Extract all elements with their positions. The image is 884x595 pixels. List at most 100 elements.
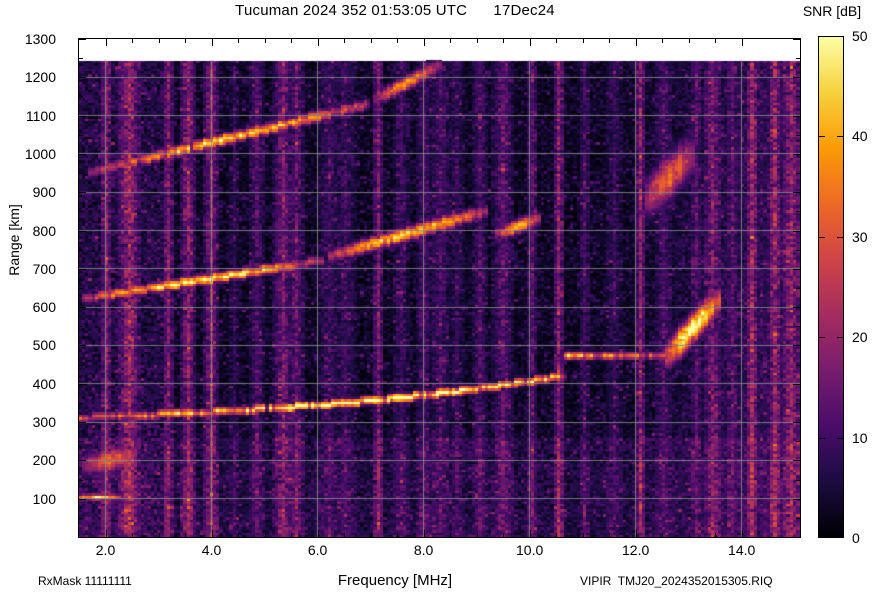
y-minor-tick xyxy=(796,364,800,366)
colorbar-tick-mark xyxy=(819,236,825,238)
y-tick-mark xyxy=(79,192,86,194)
x-minor-tick xyxy=(556,39,558,43)
page-title: Tucuman 2024 352 01:53:05 UTC 17Dec24 xyxy=(235,2,555,19)
y-tick-mark xyxy=(793,77,800,79)
x-minor-tick xyxy=(185,533,187,537)
y-tick-mark xyxy=(79,77,86,79)
x-minor-tick xyxy=(132,533,133,537)
x-tick-mark xyxy=(635,530,637,537)
y-minor-tick xyxy=(79,441,83,443)
x-tick-mark xyxy=(423,530,425,537)
y-minor-tick xyxy=(796,249,800,251)
y-minor-tick xyxy=(79,96,83,98)
x-minor-tick xyxy=(450,533,452,537)
x-tick-label: 14.0 xyxy=(728,542,756,558)
y-tick-label: 900 xyxy=(32,184,56,201)
x-minor-tick xyxy=(688,533,690,537)
y-minor-tick xyxy=(796,173,800,175)
x-tick-label: 2.0 xyxy=(95,542,116,558)
y-tick-mark xyxy=(793,422,800,424)
y-tick-mark xyxy=(79,460,86,462)
x-tick-mark xyxy=(423,39,425,46)
y-tick-mark xyxy=(79,153,86,155)
y-tick-mark xyxy=(793,307,800,309)
y-tick-label: 1200 xyxy=(24,69,56,86)
y-tick-mark xyxy=(793,115,800,117)
x-minor-tick xyxy=(503,533,505,537)
x-minor-tick xyxy=(503,39,505,43)
x-minor-tick xyxy=(450,39,452,43)
x-minor-tick xyxy=(609,39,611,43)
x-minor-tick xyxy=(344,533,346,537)
x-minor-tick xyxy=(582,533,584,537)
x-minor-tick xyxy=(158,533,160,537)
x-tick-label: 10.0 xyxy=(516,542,544,558)
x-tick-label: 4.0 xyxy=(201,542,222,558)
x-minor-tick xyxy=(158,39,160,43)
x-minor-tick xyxy=(715,39,717,43)
x-minor-tick xyxy=(132,39,133,43)
x-minor-tick xyxy=(688,39,690,43)
y-tick-label: 500 xyxy=(32,337,56,354)
x-minor-tick xyxy=(476,533,478,537)
colorbar-tick-label: 10 xyxy=(852,429,868,446)
colorbar-tick-label: 30 xyxy=(852,228,868,245)
y-minor-tick xyxy=(796,134,800,136)
x-tick-mark xyxy=(741,530,743,537)
y-tick-mark xyxy=(79,39,86,40)
y-minor-tick xyxy=(796,288,800,289)
x-axis-label: Frequency [MHz] xyxy=(337,572,453,589)
x-minor-tick xyxy=(264,533,266,537)
x-tick-mark xyxy=(211,530,213,537)
y-tick-mark xyxy=(793,192,800,194)
colorbar-tick-label: 20 xyxy=(852,329,868,346)
y-tick-label: 1300 xyxy=(24,31,56,47)
y-tick-label: 200 xyxy=(32,452,56,469)
y-minor-tick xyxy=(79,326,83,328)
x-minor-tick xyxy=(715,533,717,537)
x-tick-mark xyxy=(105,530,107,537)
y-tick-mark xyxy=(79,307,86,309)
colorbar-tick-mark xyxy=(837,337,843,339)
x-tick-mark xyxy=(635,39,637,46)
x-tick-mark xyxy=(529,530,531,537)
y-tick-label: 1100 xyxy=(25,107,56,124)
x-tick-label: 8.0 xyxy=(413,542,434,558)
colorbar-gradient xyxy=(819,37,843,537)
x-minor-tick xyxy=(185,39,187,43)
y-tick-mark xyxy=(793,345,800,347)
y-minor-tick xyxy=(79,517,83,519)
colorbar-tick-mark xyxy=(837,136,843,138)
x-minor-tick xyxy=(556,533,558,537)
colorbar-tick-label: 50 xyxy=(852,28,868,44)
ionogram-heatmap xyxy=(79,39,800,537)
y-minor-tick xyxy=(79,249,83,251)
x-minor-tick xyxy=(476,39,478,43)
y-tick-label: 800 xyxy=(32,222,56,239)
y-minor-tick xyxy=(796,211,800,213)
colorbar-title: SNR [dB] xyxy=(802,3,862,19)
x-minor-tick xyxy=(662,39,664,43)
x-minor-tick xyxy=(238,533,240,537)
y-tick-label: 700 xyxy=(32,260,56,277)
colorbar-tick-label: 0 xyxy=(852,530,860,546)
y-minor-tick xyxy=(796,441,800,443)
x-minor-tick xyxy=(370,39,372,43)
y-tick-label: 1000 xyxy=(24,145,56,162)
x-minor-tick xyxy=(264,39,266,43)
colorbar-tick-mark xyxy=(819,437,825,439)
y-tick-mark xyxy=(793,383,800,385)
y-minor-tick xyxy=(796,402,800,404)
x-minor-tick xyxy=(291,533,293,537)
plot-area[interactable] xyxy=(78,38,801,538)
x-minor-tick xyxy=(397,533,399,537)
y-tick-label: 100 xyxy=(32,490,56,507)
y-tick-mark xyxy=(793,153,800,155)
x-tick-mark xyxy=(105,39,107,46)
y-minor-tick xyxy=(796,326,800,328)
colorbar-tick-mark xyxy=(837,236,843,238)
y-tick-mark xyxy=(793,39,800,40)
x-minor-tick xyxy=(291,39,293,43)
x-minor-tick xyxy=(609,533,611,537)
